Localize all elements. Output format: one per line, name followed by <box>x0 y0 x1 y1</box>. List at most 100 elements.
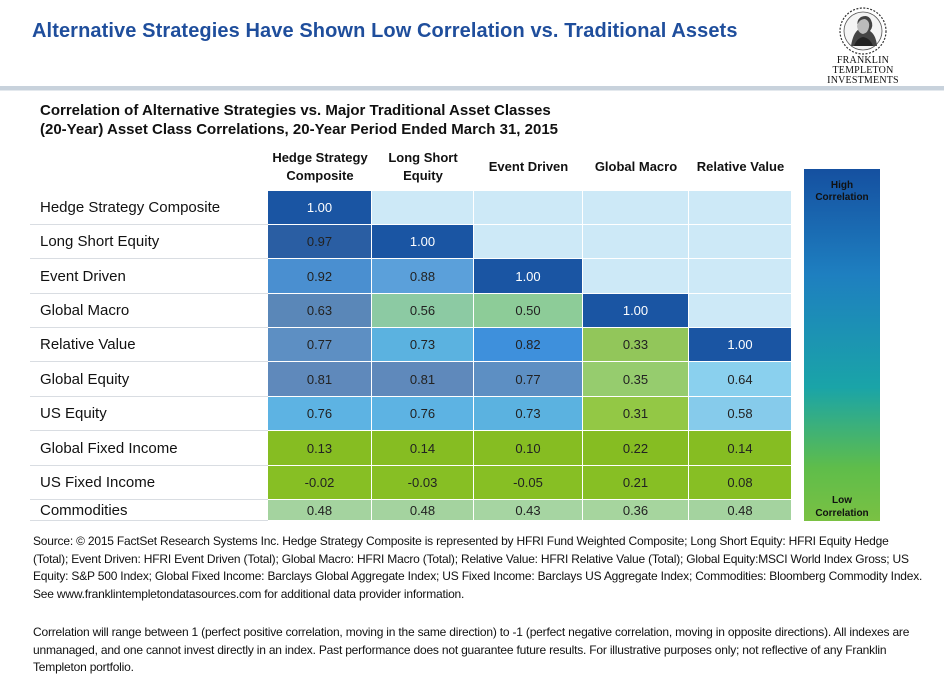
correlation-cell: 0.64 <box>689 362 792 397</box>
correlation-cell: 0.58 <box>689 397 792 431</box>
correlation-cell: 0.73 <box>474 397 583 431</box>
correlation-cell: -0.03 <box>372 466 474 500</box>
logo-line2: INVESTMENTS <box>827 75 899 86</box>
correlation-cell: 0.43 <box>474 500 583 521</box>
correlation-cell: 0.36 <box>583 500 689 521</box>
correlation-cell: 0.21 <box>583 466 689 500</box>
correlation-cell: 0.63 <box>268 294 372 328</box>
empty-cell <box>689 294 792 328</box>
header: Alternative Strategies Have Shown Low Co… <box>0 0 944 91</box>
disclaimer-note: Correlation will range between 1 (perfec… <box>33 625 910 674</box>
correlation-cell: 0.08 <box>689 466 792 500</box>
correlation-cell: 0.73 <box>372 328 474 362</box>
empty-cell <box>583 259 689 294</box>
source-note: Source: © 2015 FactSet Research Systems … <box>33 534 923 601</box>
correlation-cell: 0.77 <box>474 362 583 397</box>
correlation-cell: 1.00 <box>268 191 372 225</box>
correlation-cell: 0.88 <box>372 259 474 294</box>
correlation-cell: 0.56 <box>372 294 474 328</box>
correlation-cell: 0.14 <box>372 431 474 466</box>
correlation-cell: -0.02 <box>268 466 372 500</box>
empty-cell <box>583 191 689 225</box>
column-header: Hedge Strategy Composite <box>268 148 372 186</box>
correlation-legend-gradient <box>804 169 880 521</box>
column-header: Long Short Equity <box>372 148 474 186</box>
column-header-line2: Equity <box>403 168 443 183</box>
row-separator <box>30 327 268 328</box>
franklin-templeton-logo: FRANKLIN TEMPLETON INVESTMENTS <box>808 6 918 86</box>
row-separator <box>30 224 268 225</box>
row-label: Global Fixed Income <box>40 440 178 457</box>
column-header-text: Global Macro <box>595 158 677 176</box>
empty-cell <box>474 191 583 225</box>
correlation-cell: 0.48 <box>268 500 372 521</box>
row-label: Hedge Strategy Composite <box>40 199 221 216</box>
column-header-line1: Event Driven <box>488 159 569 174</box>
column-header-text: Relative Value <box>697 158 784 176</box>
empty-cell <box>689 191 792 225</box>
correlation-cell: 0.77 <box>268 328 372 362</box>
benjamin-franklin-portrait-icon <box>839 7 887 55</box>
correlation-cell: 0.76 <box>372 397 474 431</box>
header-divider-thin <box>0 90 944 91</box>
correlation-cell: 0.10 <box>474 431 583 466</box>
correlation-cell: 0.81 <box>268 362 372 397</box>
page-title: Alternative Strategies Have Shown Low Co… <box>32 20 738 42</box>
empty-cell <box>689 225 792 259</box>
row-label: Global Macro <box>40 302 130 319</box>
column-header-line1: Global Macro <box>594 159 678 174</box>
row-separator <box>30 258 268 259</box>
column-header: Event Driven <box>474 148 583 186</box>
legend-low-label: Low Correlation <box>804 494 880 520</box>
column-header-line1: Long Short <box>388 150 458 165</box>
chart-title-line1: Correlation of Alternative Strategies vs… <box>40 102 551 119</box>
correlation-cell: 0.48 <box>372 500 474 521</box>
column-header-text: Event Driven <box>489 158 568 176</box>
correlation-cell: 0.48 <box>689 500 792 521</box>
correlation-cell: 0.31 <box>583 397 689 431</box>
correlation-cell: 1.00 <box>583 294 689 328</box>
empty-cell <box>372 191 474 225</box>
correlation-cell: 0.82 <box>474 328 583 362</box>
row-label: Event Driven <box>40 268 126 285</box>
correlation-cell: 0.22 <box>583 431 689 466</box>
row-label: Commodities <box>40 502 128 519</box>
column-header: Relative Value <box>689 148 792 186</box>
legend-high-text: High Correlation <box>815 180 869 203</box>
legend-low-text: Low Correlation <box>815 495 869 519</box>
correlation-cell: 0.50 <box>474 294 583 328</box>
correlation-cell: -0.05 <box>474 466 583 500</box>
row-label: Global Equity <box>40 371 130 388</box>
row-label: US Equity <box>40 405 107 422</box>
column-header-line1: Relative Value <box>696 159 785 174</box>
row-separator <box>30 520 268 521</box>
empty-cell <box>474 225 583 259</box>
chart-title-line2: (20-Year) Asset Class Correlations, 20-Y… <box>40 121 559 138</box>
correlation-cell: 0.97 <box>268 225 372 259</box>
correlation-cell: 0.76 <box>268 397 372 431</box>
correlation-cell: 0.92 <box>268 259 372 294</box>
logo-line1: FRANKLIN TEMPLETON <box>832 55 894 76</box>
correlation-cell: 1.00 <box>372 225 474 259</box>
row-label: Long Short Equity <box>40 233 160 250</box>
correlation-cell: 0.13 <box>268 431 372 466</box>
correlation-cell: 0.35 <box>583 362 689 397</box>
column-header-line2: Composite <box>286 168 354 183</box>
row-separator <box>30 396 268 397</box>
column-header-line1: Hedge Strategy <box>272 150 368 165</box>
correlation-cell: 1.00 <box>474 259 583 294</box>
empty-cell <box>583 225 689 259</box>
column-header-text: Long Short Equity <box>388 149 457 185</box>
correlation-cell: 0.81 <box>372 362 474 397</box>
row-label: US Fixed Income <box>40 474 156 491</box>
chart-title: Correlation of Alternative Strategies vs… <box>40 101 558 139</box>
correlation-cell: 0.33 <box>583 328 689 362</box>
row-separator <box>30 499 268 500</box>
row-label: Relative Value <box>40 336 136 353</box>
header-divider <box>0 86 944 90</box>
row-separator <box>30 430 268 431</box>
column-header-text: Hedge Strategy Composite <box>272 149 367 185</box>
empty-cell <box>689 259 792 294</box>
legend-high-label: High Correlation <box>804 180 880 204</box>
column-header: Global Macro <box>583 148 689 186</box>
